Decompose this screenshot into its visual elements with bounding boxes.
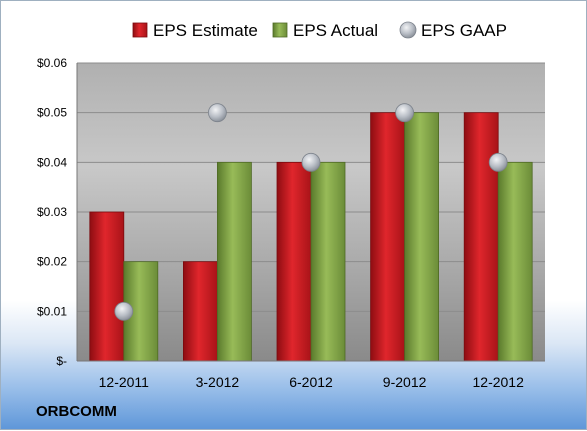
- legend-label: EPS Estimate: [153, 21, 258, 40]
- bar: EPS Estimate 12-2012: 0.05: [463, 112, 499, 362]
- legend-swatch: [132, 22, 148, 38]
- y-tick-label: $0.03: [37, 205, 67, 219]
- bar: EPS Estimate 9-2012: 0.05: [370, 112, 406, 362]
- x-tick-label: 12-2011: [99, 374, 150, 390]
- bar: EPS Actual 12-2012: 0.04: [497, 161, 533, 362]
- y-tick-label: $0.01: [37, 304, 67, 318]
- bar: EPS Actual 3-2012: 0.04: [216, 161, 252, 362]
- y-tick-label: $-: [56, 354, 67, 368]
- y-tick-label: $0.05: [37, 106, 67, 120]
- bar: EPS Actual 12-2011: 0.02: [123, 261, 159, 362]
- y-tick-label: $0.06: [37, 56, 67, 70]
- y-tick-label: $0.02: [37, 255, 67, 269]
- bar: EPS Estimate 12-2011: 0.03: [89, 211, 125, 362]
- x-tick-label: 6-2012: [289, 374, 333, 390]
- x-tick-label: 3-2012: [196, 374, 240, 390]
- bar: EPS Estimate 3-2012: 0.02: [182, 261, 218, 362]
- gaap-marker: [114, 301, 134, 321]
- bar: EPS Actual 9-2012: 0.05: [404, 112, 440, 362]
- brand-label: ORBCOMM: [36, 403, 117, 420]
- gaap-marker: [301, 152, 321, 172]
- bar: EPS Estimate 6-2012: 0.04: [276, 161, 312, 362]
- legend-marker: [399, 21, 417, 39]
- gaap-marker: [207, 103, 227, 123]
- bar: EPS Actual 6-2012: 0.04: [310, 161, 346, 362]
- x-tick-label: 9-2012: [383, 374, 427, 390]
- legend-label: EPS Actual: [293, 21, 378, 40]
- y-tick-label: $0.04: [37, 155, 67, 169]
- x-tick-label: 12-2012: [473, 374, 525, 390]
- gaap-marker: [488, 152, 508, 172]
- legend-label: EPS GAAP: [421, 21, 507, 40]
- legend-swatch: [272, 22, 288, 38]
- gaap-marker: [395, 103, 415, 123]
